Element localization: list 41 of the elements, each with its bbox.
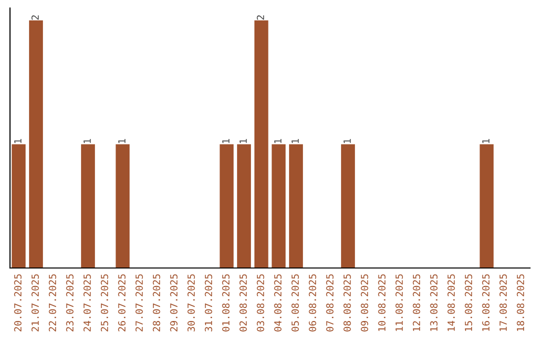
- x-tick-label: 31.07.2025: [204, 274, 212, 332]
- x-tick-label: 12.08.2025: [412, 274, 420, 331]
- data-label: 1: [240, 138, 247, 144]
- x-tick-label: 05.08.2025: [291, 274, 299, 332]
- x-tick-label: 27.07.2025: [135, 274, 143, 332]
- data-label: 1: [14, 138, 22, 144]
- x-tick-label: 11.08.2025: [395, 274, 403, 331]
- data-label: 1: [274, 138, 282, 144]
- x-tick-label: 06.08.2025: [308, 274, 316, 332]
- data-label: 1: [292, 138, 299, 144]
- x-tick-label: 10.08.2025: [378, 274, 386, 331]
- x-tick-label: 24.07.2025: [83, 274, 91, 332]
- data-label: 1: [222, 138, 230, 144]
- data-label: 1: [344, 138, 351, 144]
- x-tick-label: 09.08.2025: [360, 274, 368, 332]
- x-tick-label: 14.08.2025: [447, 274, 455, 331]
- x-tick-label: 15.08.2025: [464, 274, 472, 331]
- x-tick-label: 08.08.2025: [343, 274, 351, 332]
- data-label: 2: [256, 15, 264, 20]
- data-label: 1: [84, 138, 91, 144]
- x-tick-label: 25.07.2025: [100, 274, 108, 332]
- x-tick-label: 03.08.2025: [256, 274, 264, 332]
- x-tick-label: 18.08.2025: [516, 274, 524, 331]
- x-tick-label: 13.08.2025: [430, 274, 438, 331]
- x-tick-label: 21.07.2025: [31, 274, 39, 332]
- x-tick-label: 02.08.2025: [239, 274, 247, 332]
- x-tick-label: 30.07.2025: [187, 274, 195, 332]
- x-tick-label: 29.07.2025: [170, 274, 178, 332]
- x-tick-label: 17.08.2025: [499, 274, 507, 331]
- x-tick-label: 26.07.2025: [118, 274, 126, 332]
- x-tick-label: 22.07.2025: [48, 274, 56, 332]
- x-tick-label: 04.08.2025: [274, 274, 282, 332]
- x-tick-label: 28.07.2025: [152, 274, 160, 332]
- x-tick-label: 07.08.2025: [326, 274, 334, 332]
- x-tick-label: 23.07.2025: [66, 274, 74, 332]
- data-label: 2: [31, 15, 39, 20]
- x-tick-label: 16.08.2025: [482, 274, 490, 331]
- data-label: 1: [482, 138, 490, 144]
- x-tick-label: 01.08.2025: [222, 274, 230, 332]
- x-tick-label: 20.07.2025: [14, 274, 22, 332]
- data-label: 1: [118, 138, 126, 144]
